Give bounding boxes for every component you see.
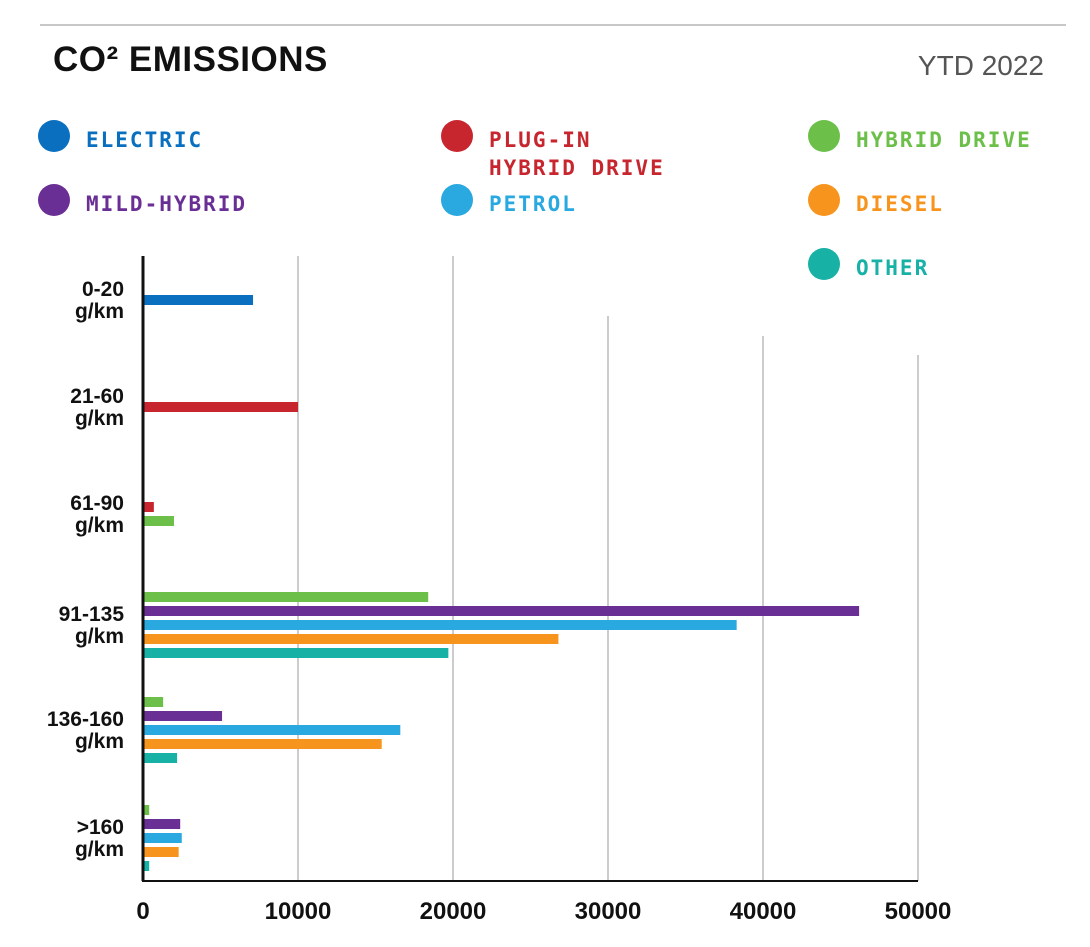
legend-swatch-plug-in-hybrid	[441, 120, 473, 152]
legend-label-mild-hybrid: MILD-HYBRID	[86, 192, 248, 216]
legend-label-electric: ELECTRIC	[86, 128, 204, 152]
legend-swatch-petrol	[441, 184, 473, 216]
category-label: 136-160 g/km	[47, 708, 124, 753]
legend-label-other: OTHER	[856, 256, 930, 280]
category-label: 91-135 g/km	[59, 603, 125, 648]
legend-item-hybrid-drive[interactable]: HYBRID DRIVE	[808, 120, 1032, 154]
category-label: 0-20 g/km	[75, 278, 124, 323]
legend-swatch-hybrid-drive	[808, 120, 840, 152]
bar-hybrid-drive	[143, 592, 429, 602]
x-tick-label: 0	[136, 898, 149, 925]
period-label: YTD 2022	[917, 50, 1044, 81]
legend-swatch-mild-hybrid	[38, 184, 70, 216]
bar-diesel	[143, 739, 382, 749]
bar-diesel	[143, 634, 559, 644]
x-tick-label: 40000	[730, 898, 797, 925]
legend-swatch-diesel	[808, 184, 840, 216]
legend-item-electric[interactable]: ELECTRIC	[38, 120, 203, 154]
x-tick-label: 20000	[420, 898, 487, 925]
category-label: >160 g/km	[75, 816, 124, 861]
legend-label-petrol: PETROL	[489, 192, 577, 216]
bar-plug-in-hybrid-drive	[143, 402, 298, 412]
bar-hybrid-drive	[143, 805, 150, 815]
bar-electric	[143, 295, 254, 305]
legend-label-hybrid-drive: HYBRID DRIVE	[856, 128, 1032, 152]
x-tick-label: 30000	[575, 898, 642, 925]
bar-other	[143, 861, 150, 871]
chart-title: CO² EMISSIONS	[53, 40, 328, 79]
legend-item-mild-hybrid[interactable]: MILD-HYBRID	[38, 184, 247, 218]
x-tick-label: 50000	[885, 898, 952, 925]
legend-item-other[interactable]: OTHER	[808, 248, 929, 282]
bar-mild-hybrid	[143, 711, 223, 721]
bar-mild-hybrid	[143, 606, 860, 616]
bar-hybrid-drive	[143, 697, 164, 707]
legend-item-petrol[interactable]: PETROL	[441, 184, 577, 218]
legend-swatch-electric	[38, 120, 70, 152]
category-label: 61-90 g/km	[70, 492, 124, 537]
legend-item-plug-in-hybrid[interactable]: PLUG-IN HYBRID DRIVE	[441, 120, 665, 182]
bar-diesel	[143, 847, 179, 857]
legend-label-diesel: DIESEL	[856, 192, 944, 216]
legend-item-diesel[interactable]: DIESEL	[808, 184, 944, 218]
category-label: 21-60 g/km	[70, 385, 124, 430]
legend-label-plug-in-hybrid: PLUG-IN HYBRID DRIVE	[489, 128, 665, 180]
bar-petrol	[143, 725, 401, 735]
bar-plug-in-hybrid-drive	[143, 502, 154, 512]
legend-swatch-other	[808, 248, 840, 280]
top-divider	[40, 24, 1066, 26]
bar-hybrid-drive	[143, 516, 174, 526]
bar-mild-hybrid	[143, 819, 181, 829]
bar-petrol	[143, 620, 737, 630]
bar-other	[143, 753, 178, 763]
x-tick-label: 10000	[265, 898, 332, 925]
bar-petrol	[143, 833, 182, 843]
bar-other	[143, 648, 449, 658]
